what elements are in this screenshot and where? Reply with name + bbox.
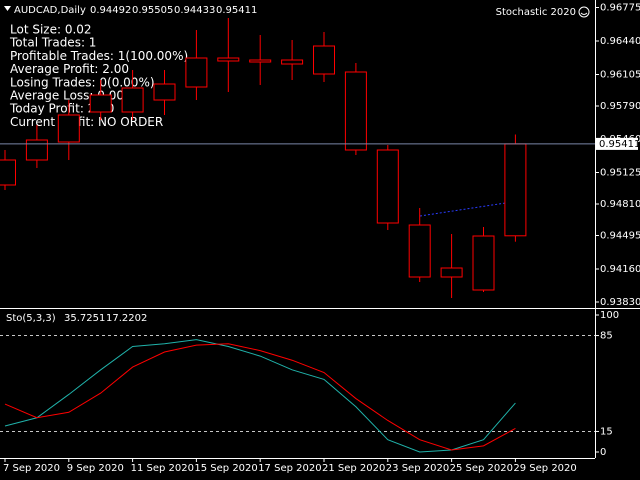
x-tick-label: 11 Sep 2020	[131, 463, 194, 474]
candle-body	[57, 114, 80, 143]
x-tick-label: 23 Sep 2020	[386, 463, 449, 474]
y-tick-label: 15	[600, 426, 613, 437]
stochastic-line	[4, 339, 516, 453]
x-tick-label: 17 Sep 2020	[258, 463, 321, 474]
y-tick-label: 0.96105	[600, 70, 640, 81]
candle-body	[313, 45, 335, 75]
x-tick-label: 21 Sep 2020	[322, 463, 385, 474]
y-tick-label: 0.93830	[600, 297, 640, 308]
candle-body	[281, 59, 304, 65]
x-tick-label: 29 Sep 2020	[513, 463, 576, 474]
y-tick-label: 0.95790	[600, 101, 640, 112]
y-tick-label: 0.94160	[600, 264, 640, 275]
header-open: 0.94492	[90, 5, 131, 16]
info-line: Average Profit: 2.00	[10, 62, 129, 76]
indicator-label: Stochastic 2020	[496, 7, 576, 18]
info-line: Losing Trades: 0(0.00%)	[10, 75, 155, 89]
candle-body	[25, 139, 48, 161]
candle-body	[472, 235, 495, 291]
candle-body	[408, 224, 431, 278]
y-tick-label: 0.96775	[600, 3, 640, 14]
candle-body	[344, 71, 367, 151]
y-tick-label: 0.94495	[600, 231, 640, 242]
candle-body	[153, 83, 176, 101]
candle-body	[185, 57, 208, 88]
candle-body	[440, 267, 463, 278]
info-line: Lot Size: 0.02	[10, 23, 92, 37]
info-line: Today Profit: 2.00	[9, 102, 114, 116]
header-close: 0.95411	[216, 5, 257, 16]
y-tick-label: 85	[600, 331, 613, 342]
candle-body	[504, 143, 527, 237]
candle-body	[0, 159, 16, 186]
info-line: Profitable Trades: 1(100.00%)	[10, 49, 188, 63]
smiley	[578, 6, 590, 18]
candle-body	[121, 87, 144, 113]
symbol-title: AUDCAD,Daily	[14, 5, 86, 16]
menu-arrow[interactable]	[4, 6, 11, 11]
x-tick-label: 9 Sep 2020	[67, 463, 124, 474]
x-tick-label: 25 Sep 2020	[450, 463, 513, 474]
candle-body	[376, 149, 399, 224]
y-tick-label: 0	[600, 447, 606, 458]
price-box-label: 0.95411	[599, 139, 640, 150]
header-high: 0.95505	[132, 5, 173, 16]
candle-body	[249, 59, 272, 63]
info-line: Current Profit: NO ORDER	[10, 115, 163, 129]
y-tick-label: 0.96440	[600, 36, 640, 47]
info-line: Total Trades: 1	[9, 36, 96, 50]
candle-body	[89, 94, 112, 113]
y-tick-label: 0.95125	[600, 168, 640, 179]
x-tick-label: 15 Sep 2020	[194, 463, 257, 474]
x-tick-label: 7 Sep 2020	[3, 463, 60, 474]
stochastic-line	[4, 343, 516, 451]
y-tick-label: 100	[600, 310, 619, 321]
price-box	[596, 137, 638, 150]
stochastic-title: Sto(5,3,3)	[6, 313, 56, 324]
candle-body	[217, 57, 240, 62]
stochastic-main: 35.7251	[64, 313, 105, 324]
y-tick-label: 0.94810	[600, 199, 640, 210]
stochastic-signal: 17.2202	[106, 313, 147, 324]
header-low: 0.94433	[174, 5, 215, 16]
trade-line	[419, 201, 513, 217]
